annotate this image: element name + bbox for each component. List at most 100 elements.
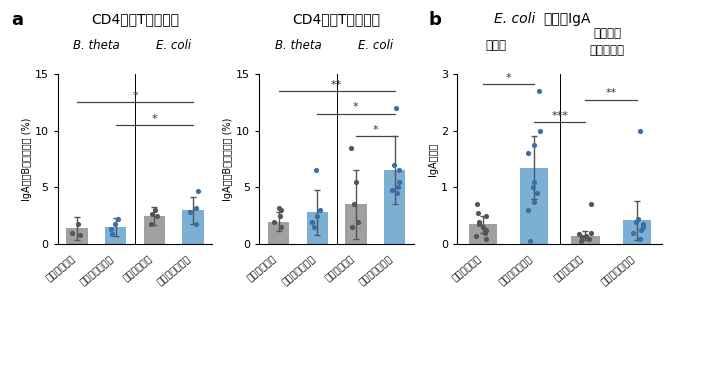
Text: a: a [11,11,23,29]
Point [477,224,489,230]
Point [471,233,482,239]
Point [480,213,492,219]
Point [386,187,397,193]
Text: 酢酸ナトリウム: 酢酸ナトリウム [79,255,116,287]
Point [473,219,485,225]
Point [474,221,485,227]
Point [533,88,544,94]
Text: 野生型: 野生型 [486,39,507,52]
Bar [346,205,366,244]
Point [480,227,492,233]
Point [522,151,534,157]
Point [314,207,325,213]
Point [524,238,536,244]
Point [276,224,287,230]
Point [274,213,286,219]
Text: *: * [151,114,157,124]
Point [634,128,646,134]
Bar [307,212,328,244]
Text: 酢酸セルロース: 酢酸セルロース [498,255,534,287]
Point [531,190,543,196]
Point [390,105,402,111]
Text: CD4陽性T細胞なし: CD4陽性T細胞なし [91,12,179,26]
Point [479,230,490,236]
Point [192,188,204,194]
Text: *: * [372,125,378,135]
Point [632,216,644,222]
Bar [469,224,497,244]
Point [580,233,592,239]
Point [577,235,588,241]
Point [573,231,585,237]
Point [107,231,118,237]
Bar [623,221,651,244]
Point [534,128,546,134]
Point [635,236,647,242]
Y-axis label: IgA陽性B細胞の割合 (%): IgA陽性B細胞の割合 (%) [22,117,32,201]
Point [311,213,323,219]
Point [472,202,483,208]
Text: コントロール: コントロール [451,255,483,283]
Text: コントロール: コントロール [45,255,77,283]
Point [268,219,279,225]
Point [273,205,284,211]
Point [347,224,359,230]
Point [583,236,595,242]
Point [585,230,597,236]
Text: *: * [353,102,359,112]
Point [145,221,157,227]
Point [527,185,539,191]
Point [628,230,639,236]
Point [275,207,287,213]
Text: **: ** [331,80,342,90]
Text: コントロール: コントロール [324,255,356,283]
Point [637,221,649,227]
Point [66,230,78,236]
Text: コントロール: コントロール [122,255,154,283]
Point [308,224,320,230]
Point [631,219,642,225]
Text: **: ** [606,88,617,98]
Text: CD4陽性T細胞あり: CD4陽性T細胞あり [292,12,381,26]
Text: ***: *** [552,111,568,121]
Point [481,236,492,242]
Point [109,221,121,227]
Text: B. theta: B. theta [274,39,321,52]
Text: E. coli: E. coli [358,39,393,52]
Text: B. theta: B. theta [73,39,120,52]
Y-axis label: IgA陽性B細胞の割合 (%): IgA陽性B細胞の割合 (%) [223,117,233,201]
Text: 酢酸ナトリウム: 酢酸ナトリウム [156,255,193,287]
Text: 酢酸セルロース: 酢酸セルロース [600,255,636,287]
Text: E. coli: E. coli [156,39,192,52]
Point [528,142,540,148]
Point [348,202,359,208]
Point [585,202,597,208]
Text: コントロール: コントロール [246,255,279,283]
Point [149,207,161,213]
Point [311,168,323,174]
Point [353,219,364,225]
Point [637,224,649,230]
Point [191,205,202,211]
Y-axis label: IgA反応性: IgA反応性 [428,142,438,176]
Text: 受容体欠損: 受容体欠損 [590,44,624,57]
Bar [384,171,405,244]
Point [105,226,117,232]
Text: 酢酸ナトリウム: 酢酸ナトリウム [281,255,318,287]
Text: E. coli: E. coli [494,12,536,26]
Point [190,221,202,227]
Point [307,219,318,225]
Text: b: b [428,11,441,29]
Point [392,190,403,196]
Text: *: * [132,91,138,101]
Text: *: * [505,73,511,83]
Point [392,185,404,191]
Bar [520,168,548,244]
Point [388,162,400,168]
Point [73,221,84,227]
Bar [105,227,126,244]
Point [635,227,647,233]
Point [351,179,362,185]
Text: 菌体成分: 菌体成分 [593,27,621,40]
Bar [268,222,289,244]
